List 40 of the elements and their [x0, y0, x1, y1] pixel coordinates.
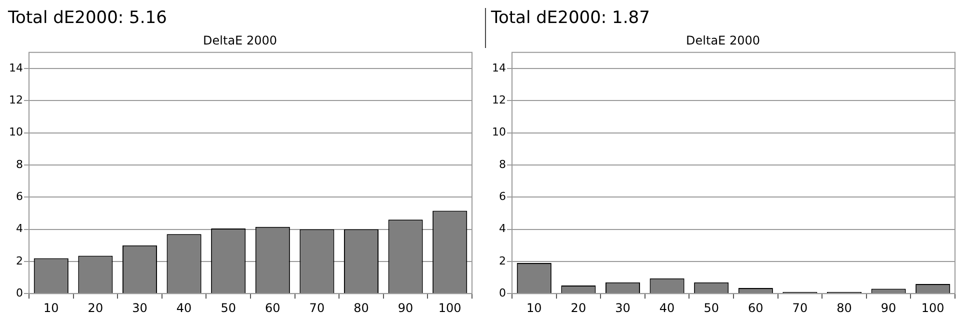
- x-tick-label: 20: [88, 300, 104, 315]
- y-tick-label: 0: [498, 286, 506, 300]
- y-tick-label: 6: [498, 190, 506, 203]
- chart-title: Total dE2000: 5.16: [8, 8, 168, 30]
- y-tick-label: 12: [492, 94, 506, 106]
- x-tick-label: 60: [748, 300, 764, 315]
- y-tick-label: 12: [8, 94, 23, 106]
- y-tick-label: 10: [8, 126, 23, 139]
- x-tick-label: 80: [354, 300, 369, 315]
- y-tick-label: 8: [498, 158, 506, 171]
- y-tick-label: 6: [16, 190, 23, 203]
- x-tick-label: 20: [570, 300, 586, 315]
- chart-subtitle: DeltaE 2000: [686, 33, 760, 48]
- x-tick-label: 90: [398, 300, 414, 315]
- x-tick-label: 70: [792, 300, 808, 315]
- y-tick-label: 8: [16, 158, 23, 171]
- y-tick-label: 2: [498, 254, 506, 268]
- chart-title: Total dE2000: 1.87: [491, 8, 651, 30]
- y-tick-label: 4: [498, 222, 506, 236]
- x-tick-label: 50: [220, 300, 236, 315]
- y-tick-label: 0: [16, 286, 23, 300]
- x-tick-label: 50: [704, 300, 719, 315]
- y-tick-label: 10: [492, 126, 506, 139]
- x-tick-label: 80: [836, 300, 852, 315]
- x-tick-label: 40: [176, 300, 192, 315]
- x-tick-label: 30: [132, 300, 148, 315]
- x-tick-label: 10: [526, 300, 542, 315]
- x-tick-label: 10: [44, 300, 59, 315]
- y-tick-label: 14: [8, 61, 23, 74]
- y-tick-label: 14: [492, 61, 506, 74]
- x-tick-label: 60: [265, 300, 280, 315]
- x-tick-label: 30: [615, 300, 630, 315]
- chart-subtitle: DeltaE 2000: [203, 33, 277, 48]
- x-tick-label: 100: [438, 300, 462, 315]
- x-tick-label: 70: [309, 300, 325, 315]
- x-tick-label: 90: [880, 300, 896, 315]
- x-tick-label: 100: [921, 300, 944, 315]
- y-tick-label: 4: [16, 222, 23, 236]
- x-tick-label: 40: [659, 300, 675, 315]
- y-tick-label: 2: [16, 254, 23, 268]
